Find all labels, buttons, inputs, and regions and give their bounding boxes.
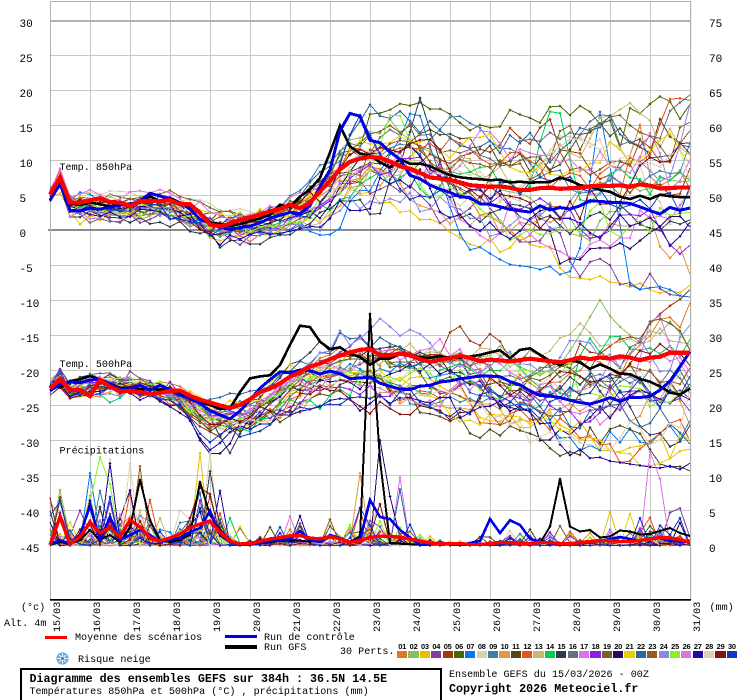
svg-text:28/03: 28/03 [572, 602, 584, 632]
svg-text:-40: -40 [20, 509, 40, 521]
svg-text:(mm): (mm) [710, 602, 734, 614]
svg-text:20: 20 [20, 89, 33, 101]
svg-text:-25: -25 [20, 404, 40, 416]
svg-text:30: 30 [20, 19, 33, 31]
svg-text:-35: -35 [20, 474, 40, 486]
svg-text:10: 10 [20, 159, 33, 171]
svg-text:21/03: 21/03 [292, 602, 304, 632]
svg-text:5: 5 [20, 194, 27, 206]
svg-text:30/03: 30/03 [652, 602, 664, 632]
svg-text:35: 35 [709, 299, 722, 311]
svg-text:75: 75 [709, 19, 722, 31]
svg-text:(°c): (°c) [21, 602, 45, 614]
svg-text:-45: -45 [20, 544, 40, 556]
svg-text:26/03: 26/03 [492, 602, 504, 632]
svg-text:5: 5 [709, 509, 716, 521]
svg-text:-5: -5 [20, 264, 33, 276]
svg-text:-15: -15 [20, 334, 40, 346]
svg-text:70: 70 [709, 54, 722, 66]
svg-text:30: 30 [709, 334, 722, 346]
svg-text:20: 20 [709, 404, 722, 416]
svg-text:18/03: 18/03 [172, 602, 184, 632]
svg-text:16/03: 16/03 [92, 602, 104, 632]
svg-text:55: 55 [709, 159, 722, 171]
svg-text:65: 65 [709, 89, 722, 101]
svg-text:10: 10 [709, 474, 722, 486]
svg-text:15: 15 [709, 439, 722, 451]
svg-text:-20: -20 [20, 369, 40, 381]
svg-text:17/03: 17/03 [132, 602, 144, 632]
svg-text:Temp. 850hPa: Temp. 850hPa [60, 162, 133, 174]
svg-text:24/03: 24/03 [412, 602, 424, 632]
svg-text:27/03: 27/03 [532, 602, 544, 632]
svg-text:50: 50 [709, 194, 722, 206]
svg-text:31/03: 31/03 [692, 602, 704, 632]
svg-text:20/03: 20/03 [252, 602, 264, 632]
svg-text:Précipitations: Précipitations [60, 446, 145, 458]
svg-text:0: 0 [709, 544, 716, 556]
svg-text:60: 60 [709, 124, 722, 136]
svg-text:22/03: 22/03 [332, 602, 344, 632]
svg-text:-10: -10 [20, 299, 40, 311]
svg-text:29/03: 29/03 [612, 602, 624, 632]
svg-text:40: 40 [709, 264, 722, 276]
svg-text:25: 25 [709, 369, 722, 381]
svg-text:25/03: 25/03 [452, 602, 464, 632]
svg-text:-30: -30 [20, 439, 40, 451]
svg-text:Temp. 500hPa: Temp. 500hPa [60, 359, 133, 371]
svg-text:19/03: 19/03 [212, 602, 224, 632]
svg-text:45: 45 [709, 229, 722, 241]
svg-text:23/03: 23/03 [372, 602, 384, 632]
svg-text:25: 25 [20, 54, 33, 66]
svg-text:Alt. 4m: Alt. 4m [4, 618, 46, 630]
svg-text:15: 15 [20, 124, 33, 136]
svg-text:15/03: 15/03 [52, 602, 64, 632]
svg-text:0: 0 [20, 229, 27, 241]
